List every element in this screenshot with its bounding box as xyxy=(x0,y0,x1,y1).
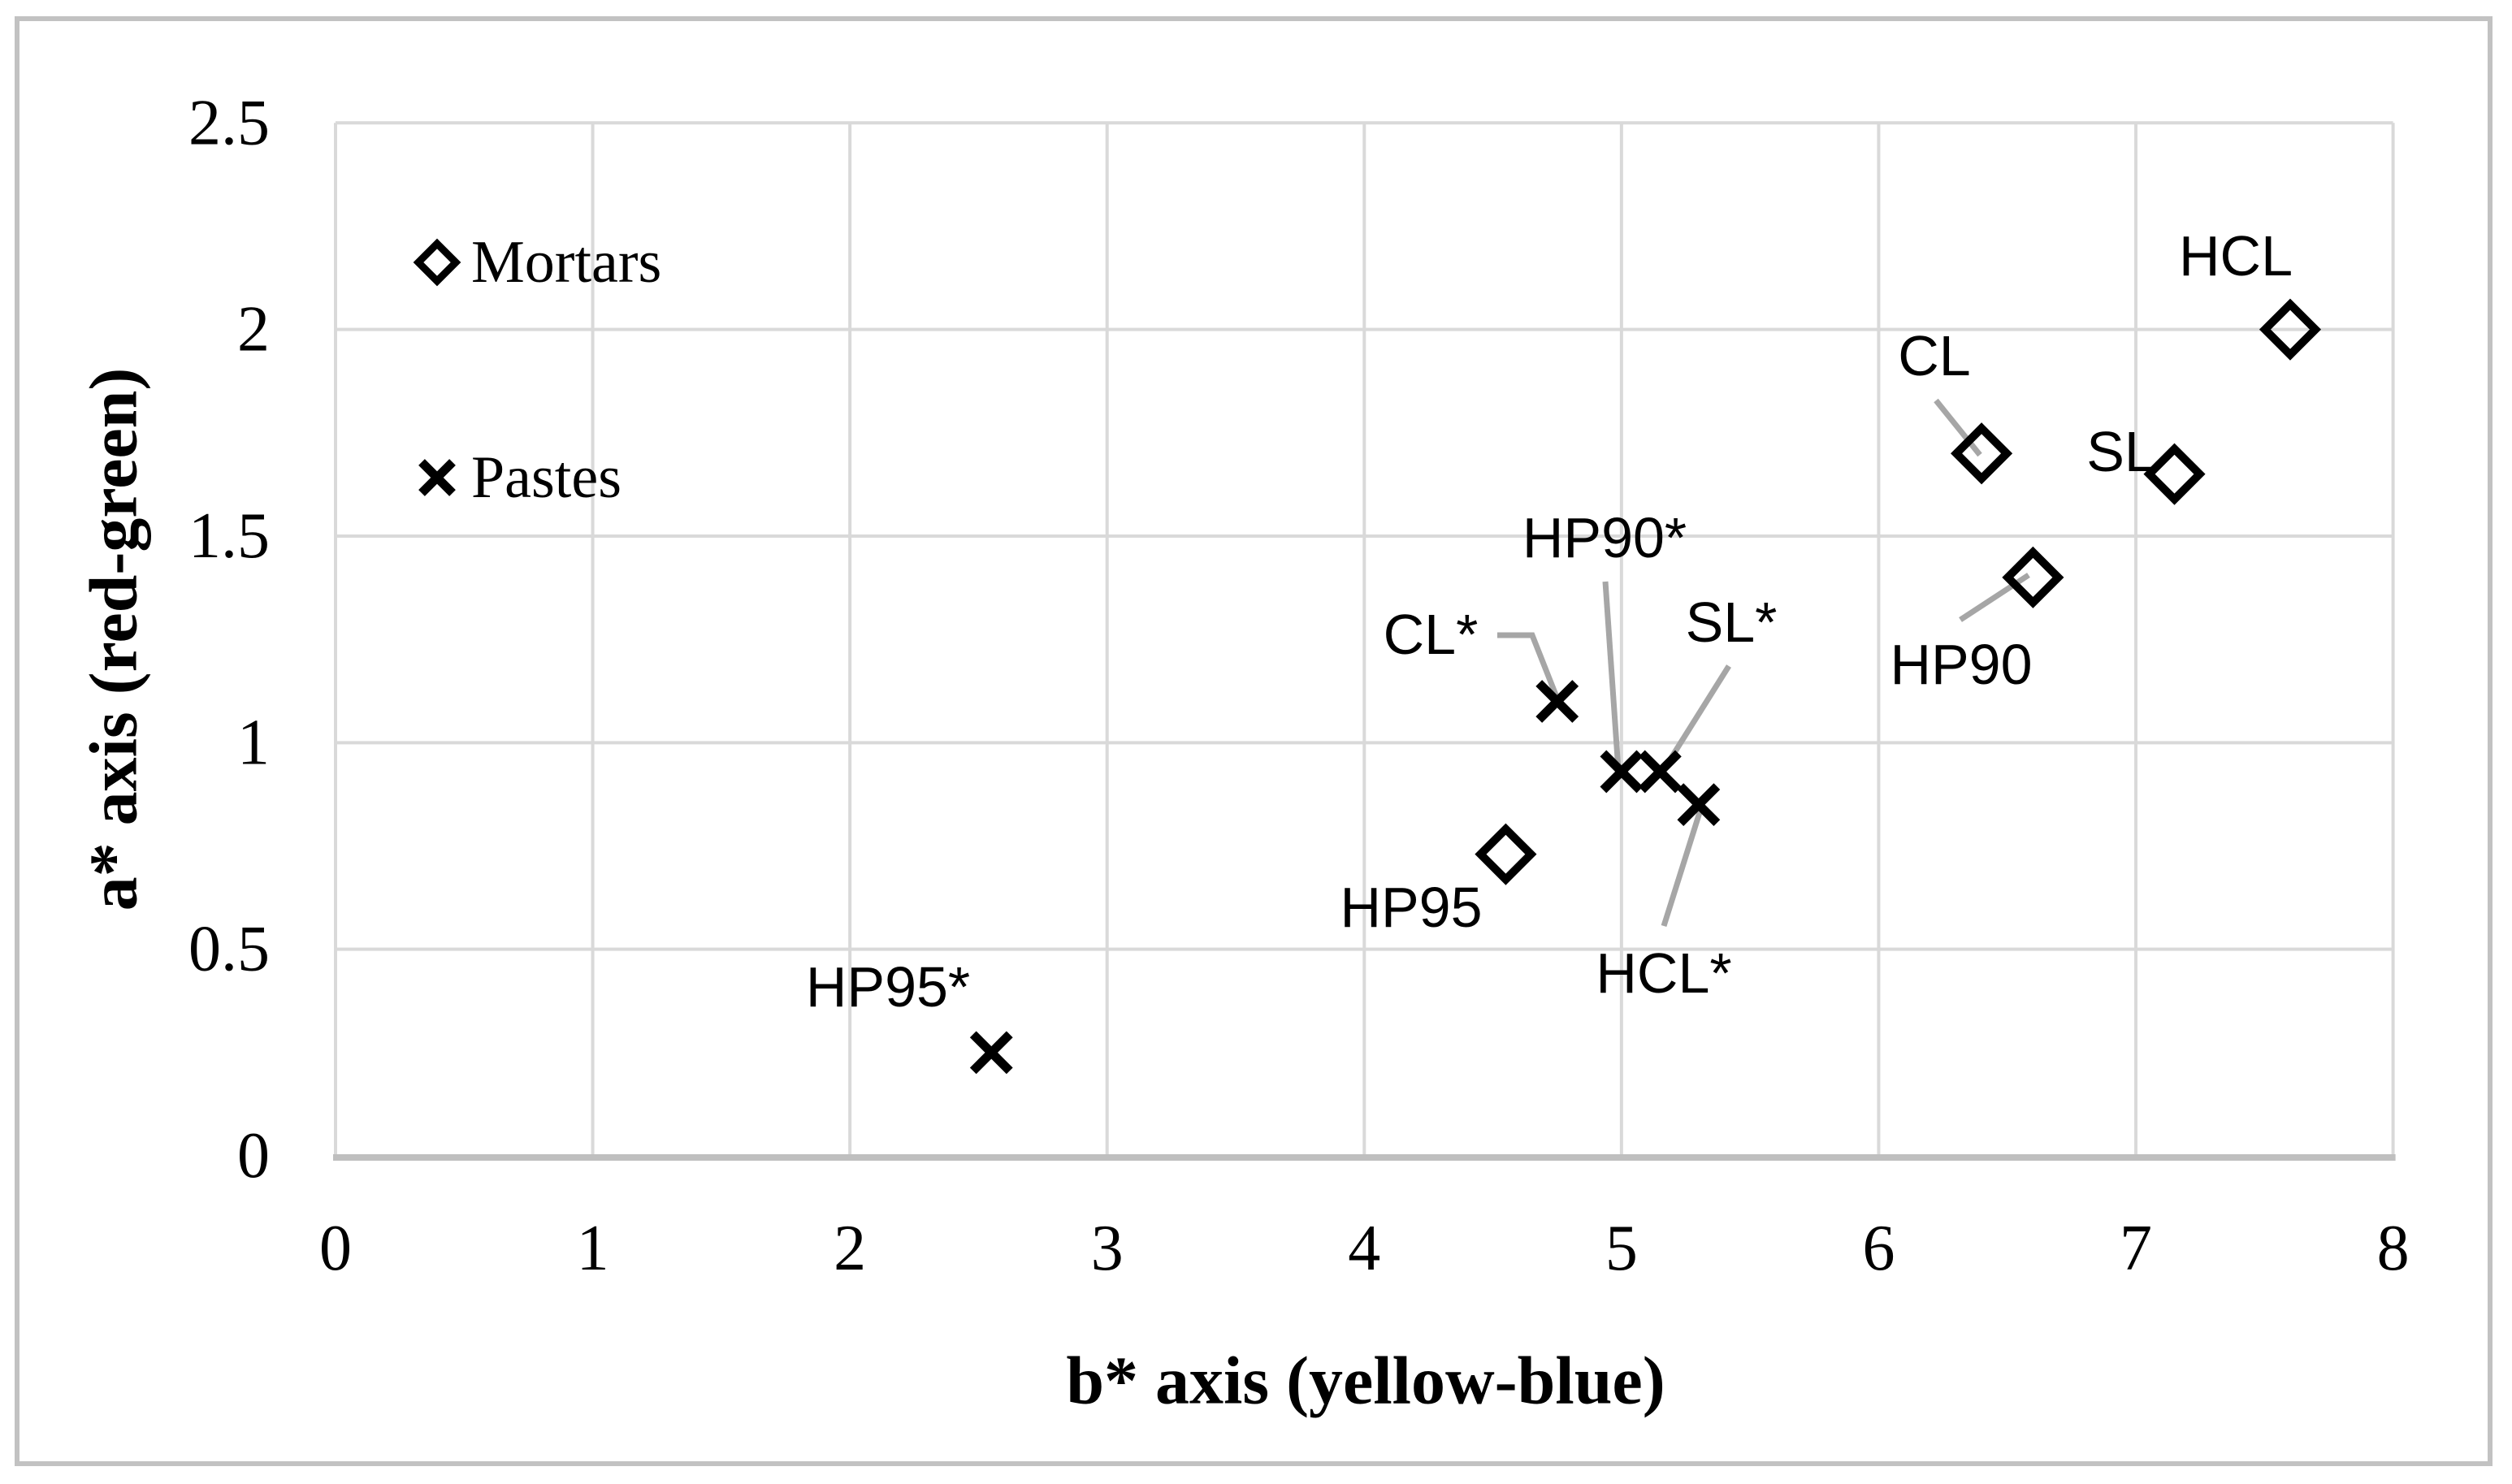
point-label-SL-star: SL* xyxy=(1686,591,1778,654)
leader-line-CL xyxy=(1934,398,1982,457)
x-tick-label: 0 xyxy=(319,1213,352,1284)
point-label-SL: SL xyxy=(2086,420,2156,483)
point-label-CL: CL xyxy=(1898,324,1970,387)
leader-line-HCL-star xyxy=(1661,806,1704,928)
y-tick-label: 0.5 xyxy=(188,914,270,985)
x-tick-label: 2 xyxy=(834,1213,866,1284)
y-tick-label: 0 xyxy=(237,1120,270,1192)
point-label-HCL: HCL xyxy=(2179,224,2293,288)
point-label-HP90-star: HP90* xyxy=(1522,506,1687,569)
x-tick-label: 7 xyxy=(2120,1213,2152,1284)
point-label-CL-star: CL* xyxy=(1384,603,1479,666)
x-tick-label: 6 xyxy=(1862,1213,1895,1284)
leader-line-CL-star xyxy=(1497,632,1561,703)
y-axis-title: a* axis (red-green) xyxy=(76,367,152,911)
y-tick-label: 1 xyxy=(237,707,270,778)
leader-line-HP90 xyxy=(1959,573,2030,622)
y-tick-label: 2.5 xyxy=(188,87,270,158)
point-label-HP95: HP95 xyxy=(1340,876,1482,939)
x-tick-label: 5 xyxy=(1605,1213,1638,1284)
legend-label-pastes: Pastes xyxy=(471,444,622,511)
data-point-SL-star xyxy=(1638,750,1682,794)
legend-marker-x xyxy=(418,459,456,496)
data-point-HCL-star xyxy=(1677,783,1721,827)
data-point-HP95 xyxy=(1475,823,1537,885)
legend-label-mortars: Mortars xyxy=(471,229,661,296)
y-tick-label: 1.5 xyxy=(188,500,270,572)
leader-line-HP90-star xyxy=(1602,581,1622,771)
point-label-HCL-star: HCL* xyxy=(1596,941,1731,1005)
point-label-HP90: HP90 xyxy=(1890,633,2032,696)
data-point-HCL xyxy=(2259,298,2322,361)
data-point-HP90-star xyxy=(1600,750,1644,794)
x-tick-label: 3 xyxy=(1091,1213,1124,1284)
data-point-SL xyxy=(2143,443,2206,505)
x-tick-label: 8 xyxy=(2377,1213,2410,1284)
x-tick-label: 1 xyxy=(577,1213,609,1284)
x-tick-label: 4 xyxy=(1348,1213,1380,1284)
x-axis-title: b* axis (yellow-blue) xyxy=(1066,1343,1665,1419)
legend-marker-diamond xyxy=(413,238,461,287)
data-point-CL-star xyxy=(1535,680,1579,723)
point-label-HP95-star: HP95* xyxy=(806,955,970,1019)
data-point-HP90 xyxy=(2002,546,2064,608)
data-point-CL xyxy=(1951,422,2013,485)
data-point-HP95-star xyxy=(969,1031,1013,1075)
y-tick-label: 2 xyxy=(237,294,270,366)
